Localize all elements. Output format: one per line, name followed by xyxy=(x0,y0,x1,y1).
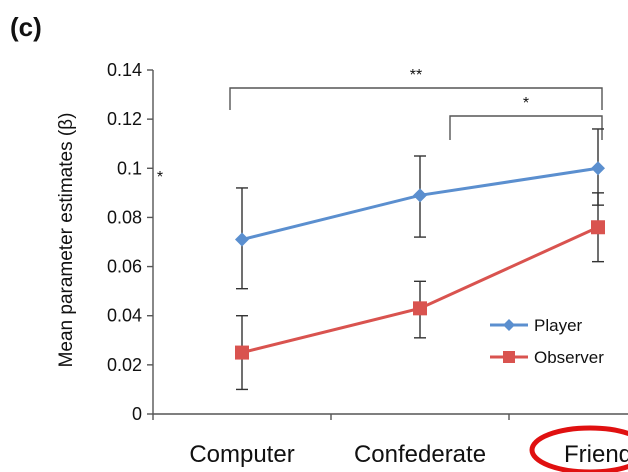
data-point xyxy=(235,345,249,360)
series-layer xyxy=(235,128,605,391)
significance-label: ** xyxy=(410,67,422,84)
data-point xyxy=(413,301,427,316)
overlay xyxy=(529,425,628,472)
side-significance-mark: * xyxy=(157,169,163,186)
y-tick-label: 0.04 xyxy=(107,306,142,326)
highlight-circle xyxy=(529,425,628,472)
x-tick-label: Computer xyxy=(189,441,294,468)
x-tick-label: Friend xyxy=(564,441,628,468)
panel-label: (c) xyxy=(10,12,42,42)
y-tick-label: 0.1 xyxy=(117,158,142,178)
significance-label: * xyxy=(523,95,529,112)
y-axis-label: Mean parameter estimates (β) xyxy=(56,113,77,368)
y-tick-label: 0.12 xyxy=(107,109,142,129)
y-tick-label: 0.06 xyxy=(107,257,142,277)
legend-label: Observer xyxy=(534,348,604,367)
series-player xyxy=(235,128,605,290)
legend-marker xyxy=(503,351,515,363)
data-point xyxy=(413,188,427,203)
data-point xyxy=(591,161,605,176)
x-tick-label: Confederate xyxy=(354,441,486,468)
significance-bracket xyxy=(449,115,603,140)
significance-bracket xyxy=(229,87,603,110)
series-observer xyxy=(235,192,605,391)
legend: Player Observer xyxy=(490,316,604,367)
axes: 0 0.02 0.04 0.06 0.08 0.1 0.12 0.14 Computer Conf… xyxy=(107,60,628,468)
significance-brackets: *** xyxy=(229,67,603,140)
y-tick-label: 0.14 xyxy=(107,60,142,80)
y-tick-label: 0.08 xyxy=(107,207,142,227)
data-point xyxy=(235,232,249,247)
y-tick-label: 0 xyxy=(132,404,142,424)
legend-label: Player xyxy=(534,316,583,335)
legend-marker xyxy=(503,319,515,331)
y-tick-label: 0.02 xyxy=(107,355,142,375)
data-point xyxy=(591,220,605,235)
